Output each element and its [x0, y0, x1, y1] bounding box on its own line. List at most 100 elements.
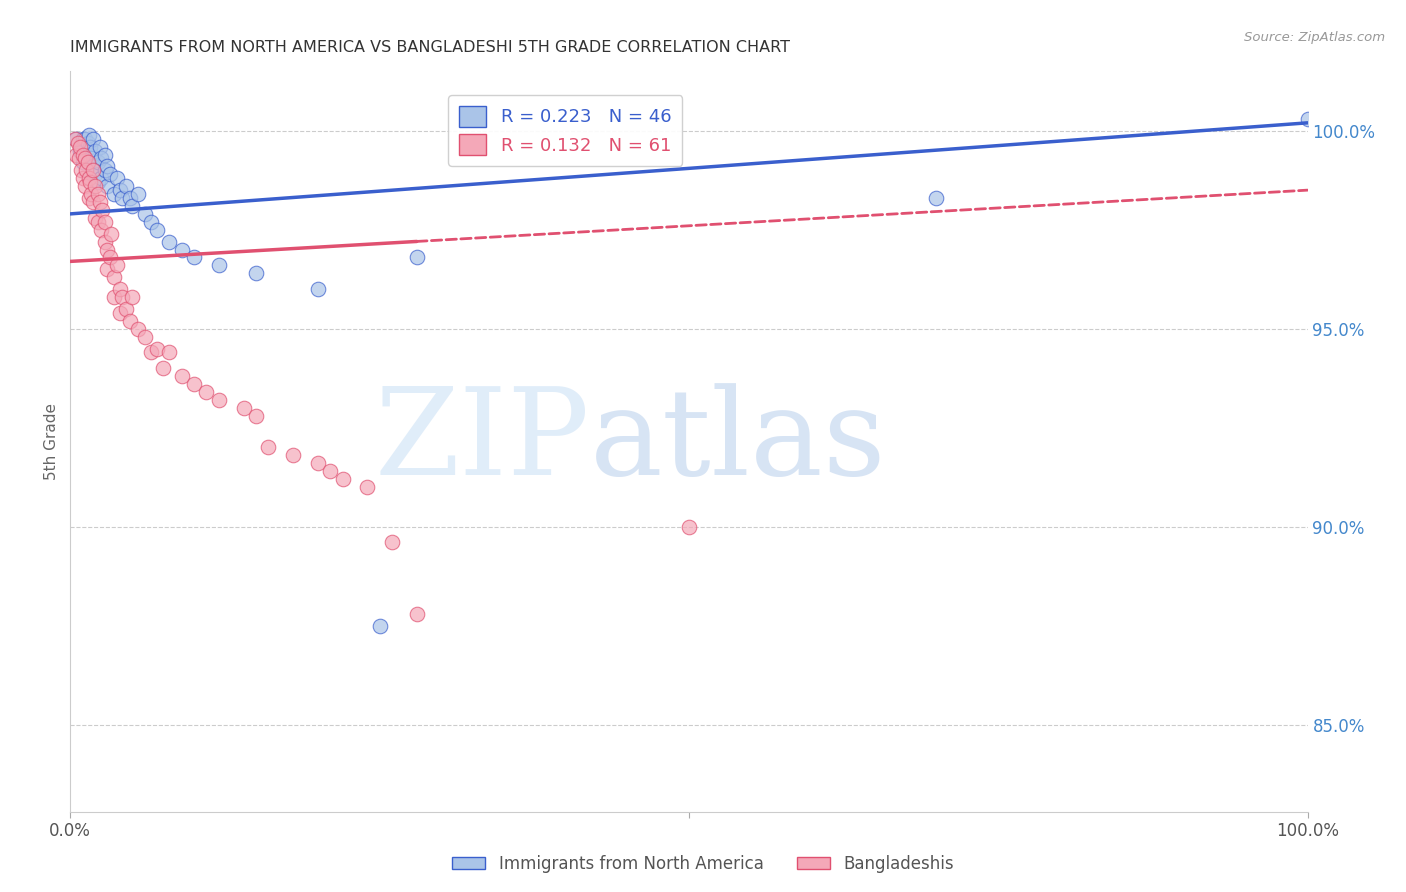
Point	[86, 215, 108, 229]
Point	[115, 179, 138, 194]
Point	[307, 282, 329, 296]
Point	[925, 191, 948, 205]
Point	[75, 163, 97, 178]
Point	[139, 345, 162, 359]
Point	[90, 152, 112, 166]
Point	[80, 187, 103, 202]
Point	[100, 227, 122, 241]
Legend: Immigrants from North America, Bangladeshis: Immigrants from North America, Banglades…	[446, 848, 960, 880]
Point	[77, 147, 100, 161]
Point	[77, 171, 100, 186]
Point	[96, 179, 118, 194]
Point	[84, 211, 107, 225]
Point	[65, 147, 87, 161]
Point	[108, 282, 131, 296]
Point	[183, 251, 205, 265]
Point	[152, 361, 174, 376]
Point	[146, 342, 169, 356]
Point	[105, 258, 128, 272]
Point	[79, 175, 101, 189]
Point	[232, 401, 254, 415]
Point	[118, 191, 141, 205]
Point	[94, 147, 117, 161]
Point	[75, 131, 97, 145]
Point	[86, 187, 108, 202]
Point	[86, 175, 108, 189]
Point	[82, 131, 104, 145]
Point	[66, 136, 89, 150]
Point	[90, 171, 112, 186]
Point	[356, 480, 378, 494]
Point	[69, 144, 91, 158]
Point	[139, 215, 162, 229]
Point	[1296, 112, 1319, 126]
Point	[121, 290, 143, 304]
Point	[82, 194, 104, 209]
Point	[281, 449, 304, 463]
Point	[75, 152, 97, 166]
Point	[89, 194, 111, 209]
Point	[82, 163, 104, 178]
Point	[195, 385, 218, 400]
Point	[76, 155, 98, 169]
Point	[170, 369, 193, 384]
Point	[90, 223, 112, 237]
Point	[69, 139, 91, 153]
Point	[183, 377, 205, 392]
Point	[96, 160, 118, 174]
Point	[79, 139, 101, 153]
Point	[80, 152, 103, 166]
Point	[98, 251, 121, 265]
Text: IMMIGRANTS FROM NORTH AMERICA VS BANGLADESHI 5TH GRADE CORRELATION CHART: IMMIGRANTS FROM NORTH AMERICA VS BANGLAD…	[70, 40, 790, 55]
Point	[134, 207, 156, 221]
Point	[121, 199, 143, 213]
Point	[103, 290, 125, 304]
Point	[208, 258, 231, 272]
Point	[405, 607, 427, 621]
Point	[127, 187, 149, 202]
Point	[257, 441, 280, 455]
Point	[118, 314, 141, 328]
Point	[65, 131, 87, 145]
Point	[75, 152, 97, 166]
Point	[381, 535, 404, 549]
Point	[146, 223, 169, 237]
Point	[84, 179, 107, 194]
Point	[111, 191, 134, 205]
Point	[86, 155, 108, 169]
Point	[96, 262, 118, 277]
Point	[405, 251, 427, 265]
Text: Source: ZipAtlas.com: Source: ZipAtlas.com	[1244, 31, 1385, 45]
Point	[76, 136, 98, 150]
Point	[94, 215, 117, 229]
Point	[134, 329, 156, 343]
Point	[72, 155, 94, 169]
Point	[103, 270, 125, 285]
Point	[67, 152, 90, 166]
Point	[170, 243, 193, 257]
Point	[103, 187, 125, 202]
Point	[245, 266, 267, 280]
Point	[157, 235, 180, 249]
Point	[72, 147, 94, 161]
Point	[82, 160, 104, 174]
Point	[70, 163, 93, 178]
Point	[84, 167, 107, 181]
Point	[108, 306, 131, 320]
Point	[98, 167, 121, 181]
Point	[111, 290, 134, 304]
Point	[245, 409, 267, 423]
Point	[91, 202, 114, 217]
Legend: R = 0.223   N = 46, R = 0.132   N = 61: R = 0.223 N = 46, R = 0.132 N = 61	[449, 95, 682, 166]
Point	[105, 171, 128, 186]
Point	[108, 183, 131, 197]
Point	[75, 179, 97, 194]
Point	[319, 464, 342, 478]
Point	[94, 163, 117, 178]
Point	[157, 345, 180, 359]
Point	[332, 472, 354, 486]
Point	[127, 322, 149, 336]
Point	[89, 139, 111, 153]
Point	[368, 618, 391, 632]
Text: atlas: atlas	[591, 383, 887, 500]
